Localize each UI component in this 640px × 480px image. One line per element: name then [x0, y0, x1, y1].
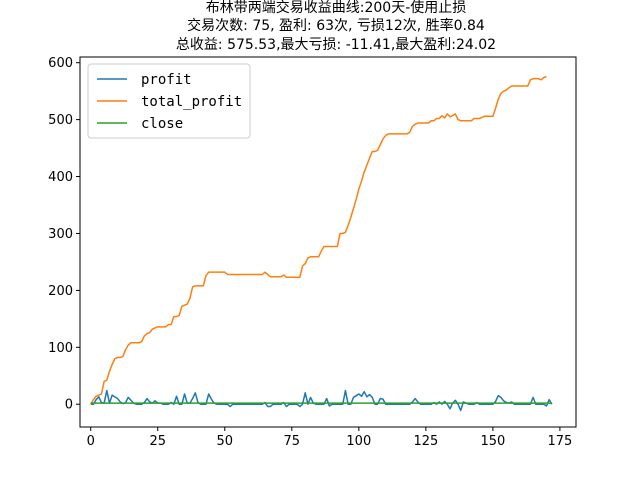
y-tick-label: 400: [48, 170, 73, 185]
x-tick-label: 125: [413, 434, 438, 449]
x-tick-label: 25: [149, 434, 166, 449]
y-tick-label: 100: [48, 341, 73, 356]
legend-label-close: close: [141, 116, 183, 132]
x-axis: 0 25 50 75 100 125 150 175: [87, 427, 572, 449]
series-line-total-profit: [90, 75, 547, 405]
plot-frame: [79, 56, 577, 428]
y-tick-label: 300: [48, 227, 73, 242]
x-tick-label: 100: [346, 434, 371, 449]
y-tick-label: 600: [48, 56, 73, 71]
title-line-1: 布林带两端交易收益曲线:200天-使用止损: [206, 0, 467, 16]
legend-box: [87, 63, 251, 139]
x-tick-label: 50: [217, 434, 234, 449]
series-line-profit: [90, 389, 553, 412]
legend-label-profit: profit: [141, 72, 192, 88]
plot-area: [90, 75, 553, 412]
legend-label-total-profit: total_profit: [141, 94, 242, 110]
x-tick-label: 0: [87, 434, 95, 449]
y-tick-label: 200: [48, 284, 73, 299]
title-line-3: 总收益: 575.53,最大亏损: -11.41,最大盈利:24.02: [176, 37, 496, 53]
x-tick-label: 150: [480, 434, 505, 449]
chart-title: 布林带两端交易收益曲线:200天-使用止损 交易次数: 75, 盈利: 63次,…: [176, 0, 496, 53]
title-line-2: 交易次数: 75, 盈利: 63次, 亏损12次, 胜率0.84: [187, 17, 485, 34]
y-axis: 0 100 200 300 400 500 600: [48, 56, 80, 413]
x-tick-label: 175: [547, 434, 572, 449]
y-tick-label: 0: [65, 398, 73, 413]
x-tick-label: 75: [284, 434, 301, 449]
y-tick-label: 500: [48, 113, 73, 128]
